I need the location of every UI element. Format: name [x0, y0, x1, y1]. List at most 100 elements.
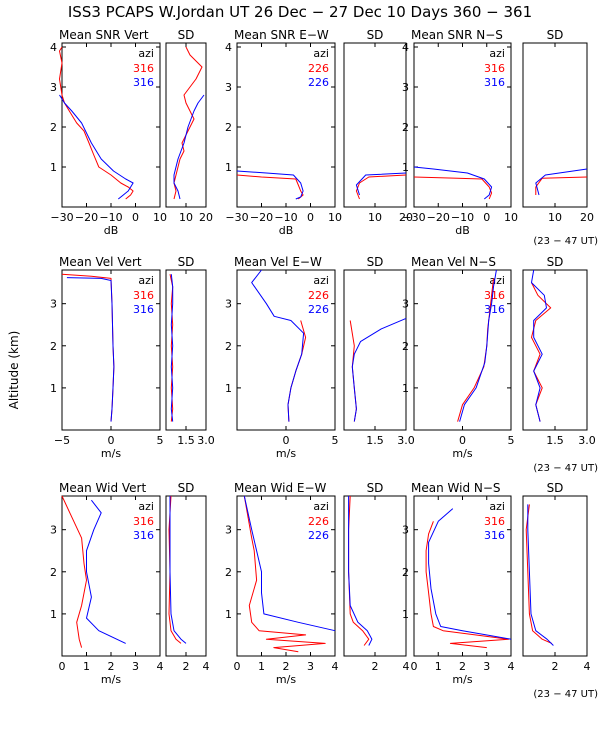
panel-r3c5-ytick-3: 3	[402, 524, 409, 537]
panel-r1c3-ytick-1: 1	[225, 161, 232, 174]
panel-r3c1-xtick-3: 3	[132, 660, 139, 673]
panel-r2c5-title: Mean Vel N−S	[411, 255, 496, 269]
panel-r3c1-xtick-2: 2	[108, 660, 115, 673]
panel-r1c6: SD 10 20	[522, 28, 594, 224]
panel-r1c4: SD 10 20	[343, 28, 413, 224]
panel-r2c6-series-blue-line	[531, 269, 547, 422]
panel-r2c6: SD 1.5 3.0	[522, 255, 596, 447]
panel-r2c2: SD 1.5 3.0	[165, 255, 215, 447]
panel-r2c1-legend-title: azi	[138, 274, 154, 287]
panel-r2c3-xlabel: m/s	[276, 447, 296, 460]
panel-r2c4-series-blue-line	[351, 317, 407, 422]
panel-r2c3-ytick-3: 3	[225, 298, 232, 311]
panel-r1c2-series-blue-line	[173, 94, 205, 200]
panel-r2c3-ytick-1: 1	[225, 382, 232, 395]
panel-r1c1-xlabel: dB	[104, 224, 119, 237]
panel-r1c5-title: Mean SNR N−S	[411, 28, 503, 42]
panel-r3c6: SD 2 4	[522, 481, 591, 673]
panel-r3c6-series-red-line	[525, 504, 553, 644]
panel-r3c1-ytick-3: 3	[50, 524, 57, 537]
panel-r3c5-legend-entry-2: 316	[484, 529, 505, 542]
panel-r3c2-title: SD	[178, 481, 195, 495]
panel-r3c5-series-red-line	[425, 521, 510, 649]
panel-r1c3-legend-entry-1: 226	[308, 62, 329, 75]
panel-r1c1-xtick-10: 10	[153, 211, 167, 224]
panel-r3c1-xtick-4: 4	[157, 660, 164, 673]
panel-r3c1-xtick-1: 1	[83, 660, 90, 673]
panel-r3c2-xtick-4: 4	[203, 660, 210, 673]
panel-r2c6-xtick-1-5: 1.5	[546, 434, 564, 447]
panel-r2c5-legend-entry-2: 316	[484, 303, 505, 316]
panel-r2c1-series-blue-line	[66, 277, 115, 422]
panel-r2c3-xtick-5: 5	[332, 434, 339, 447]
panel-r3c3-xtick-3: 3	[307, 660, 314, 673]
panel-r1c5-ytick-4: 4	[402, 41, 409, 54]
panel-r2c2-series-blue-line	[170, 274, 174, 422]
panel-r3c6-xtick-2: 2	[552, 660, 559, 673]
panel-r1c6-frame	[522, 42, 588, 208]
panel-r1c3-xtick-20: −20	[250, 211, 273, 224]
y-axis-label: Altitude (km)	[7, 331, 21, 410]
panel-r2c1-ytick-2: 2	[50, 340, 57, 353]
panel-r3c4-xtick-4: 4	[403, 660, 410, 673]
panel-r1c1-ytick-2: 2	[50, 121, 57, 134]
panel-r3c1-xlabel: m/s	[101, 673, 121, 686]
panel-r2c3-title: Mean Vel E−W	[234, 255, 322, 269]
panel-r3c4: SD 2 4	[343, 481, 410, 673]
panel-r2c4-title: SD	[367, 255, 384, 269]
panel-r3c5-xtick-1: 1	[435, 660, 442, 673]
panel-r2c2-xtick-1-5: 1.5	[177, 434, 195, 447]
panel-r2c1-xtick-5: −5	[54, 434, 70, 447]
panel-r3c3-legend-entry-1: 226	[308, 515, 329, 528]
panel-r2c5-series-blue-line	[459, 269, 497, 422]
panel-r3c1-ytick-1: 1	[50, 608, 57, 621]
panel-r1c1-xtick-30: −30	[50, 211, 73, 224]
panel-r1c3-legend-title: azi	[313, 47, 329, 60]
panel-r3c5-title: Mean Wid N−S	[411, 481, 501, 495]
panel-r2c2-xtick-3-0: 3.0	[197, 434, 215, 447]
panel-r3c3-legend-entry-2: 226	[308, 529, 329, 542]
panel-r3c1-series-blue-line	[86, 499, 126, 644]
panel-r1c4-xtick-20: 20	[399, 211, 413, 224]
panel-r3c6-frame	[522, 495, 588, 657]
panel-r3c3-xtick-4: 4	[332, 660, 339, 673]
panel-r1c4-title: SD	[367, 28, 384, 42]
panel-r2c1-title: Mean Vel Vert	[59, 255, 142, 269]
panel-r1c4-xtick-10: 10	[368, 211, 382, 224]
panel-r1c3-ytick-3: 3	[225, 81, 232, 94]
panel-r2c1-ytick-3: 3	[50, 298, 57, 311]
panel-r3c4-xtick-2: 2	[372, 660, 379, 673]
panel-r2c1-ytick-1: 1	[50, 382, 57, 395]
panel-r1c1-xtick-10: −10	[99, 211, 122, 224]
panel-r1c5-xtick-30: −30	[402, 211, 425, 224]
panel-r2c3-legend-entry-2: 226	[308, 303, 329, 316]
row-note-1: (23 − 47 UT)	[533, 236, 598, 247]
panel-r3c1-legend-title: azi	[138, 500, 154, 513]
panel-r3c3-series-blue-line	[243, 495, 336, 632]
panel-r1c3-legend-entry-2: 226	[308, 76, 329, 89]
panel-r1c1-series-red-line	[59, 46, 134, 200]
panel-r2c3-legend-entry-1: 226	[308, 289, 329, 302]
panel-r2c1-legend-entry-1: 316	[133, 289, 154, 302]
panel-r2c1-legend-entry-2: 316	[133, 303, 154, 316]
panel-r2c5-xtick-0: 0	[459, 434, 466, 447]
panel-r1c1-legend-entry-2: 316	[133, 76, 154, 89]
panel-r1c2-title: SD	[178, 28, 195, 42]
panel-r1c5-legend-entry-1: 316	[484, 62, 505, 75]
panel-r1c5-xtick-10: 10	[504, 211, 518, 224]
panel-r2c5-xtick-5: 5	[508, 434, 515, 447]
panel-r3c5-legend-title: azi	[489, 500, 505, 513]
panel-r3c3-legend-title: azi	[313, 500, 329, 513]
panel-r1c3-xtick-30: −30	[225, 211, 248, 224]
panel-r2c4-xtick-1-5: 1.5	[366, 434, 384, 447]
row-note-3: (23 − 47 UT)	[533, 689, 598, 700]
